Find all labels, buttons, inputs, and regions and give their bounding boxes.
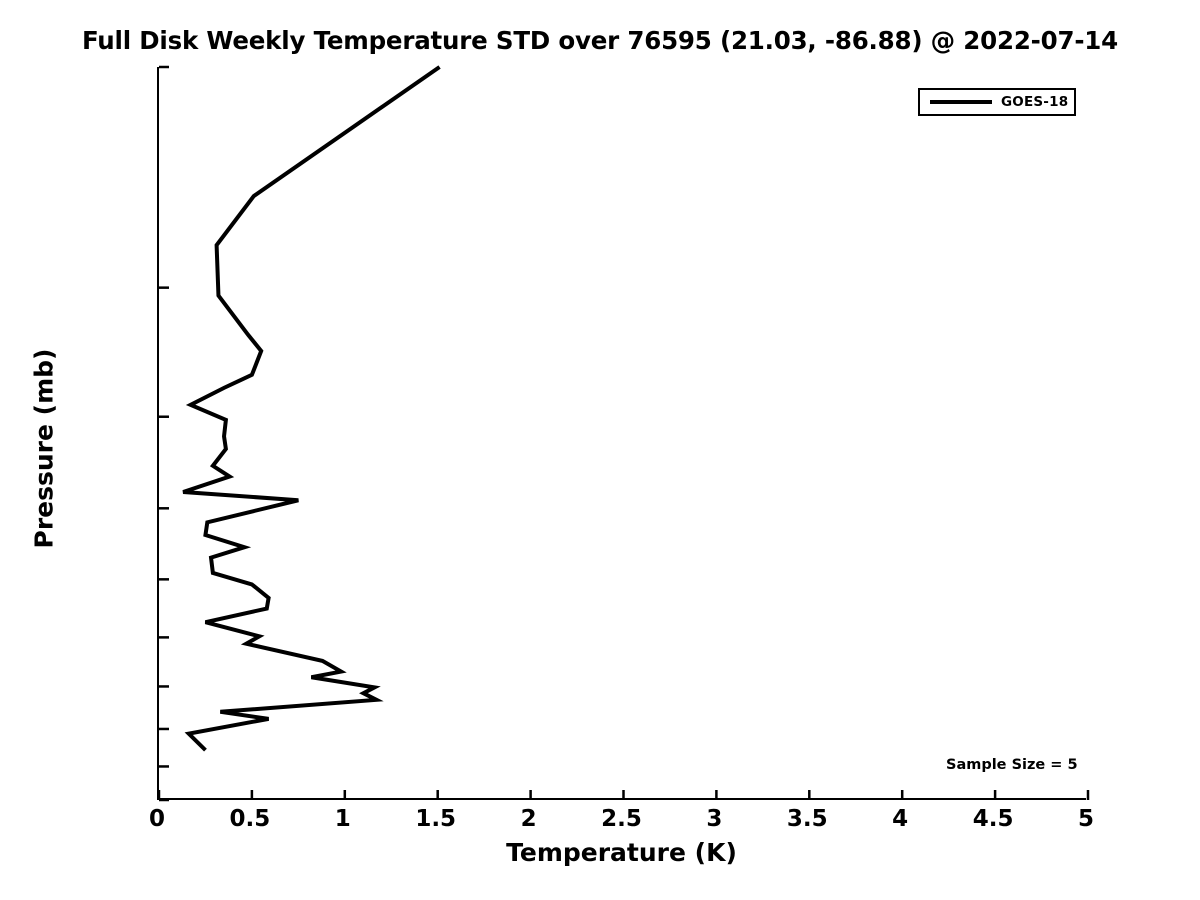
plot-area [157,65,1090,802]
x-axis-tick-label: 5 [1077,806,1095,832]
sample-size-annotation: Sample Size = 5 [946,757,1078,773]
y-axis-label: Pressure (mb) [29,348,59,549]
x-axis-tick-label: 2 [520,806,537,832]
x-axis-tick-label: 3.5 [786,806,828,832]
x-axis-label: Temperature (K) [506,838,737,867]
x-axis-tick-label: 3 [706,806,723,832]
y-axis-ticks [159,65,169,802]
legend: GOES-18 [918,88,1076,116]
x-axis-tick-label: 0 [148,806,166,832]
legend-entry-label: GOES-18 [1001,94,1069,110]
x-axis-tick-label: 1.5 [415,806,457,832]
plot-canvas [157,65,1090,802]
legend-line-swatch [930,100,992,104]
x-axis-tick-label: 1 [334,806,351,832]
x-axis-tick-label: 0.5 [229,806,271,832]
data-series-goes-18 [182,65,441,752]
x-axis-tick-label: 4.5 [972,806,1014,832]
x-axis-tick-label: 4 [892,806,909,832]
chart-title: Full Disk Weekly Temperature STD over 76… [81,26,1119,55]
x-axis-ticks [157,790,1090,800]
x-axis-tick-label: 2.5 [601,806,642,832]
